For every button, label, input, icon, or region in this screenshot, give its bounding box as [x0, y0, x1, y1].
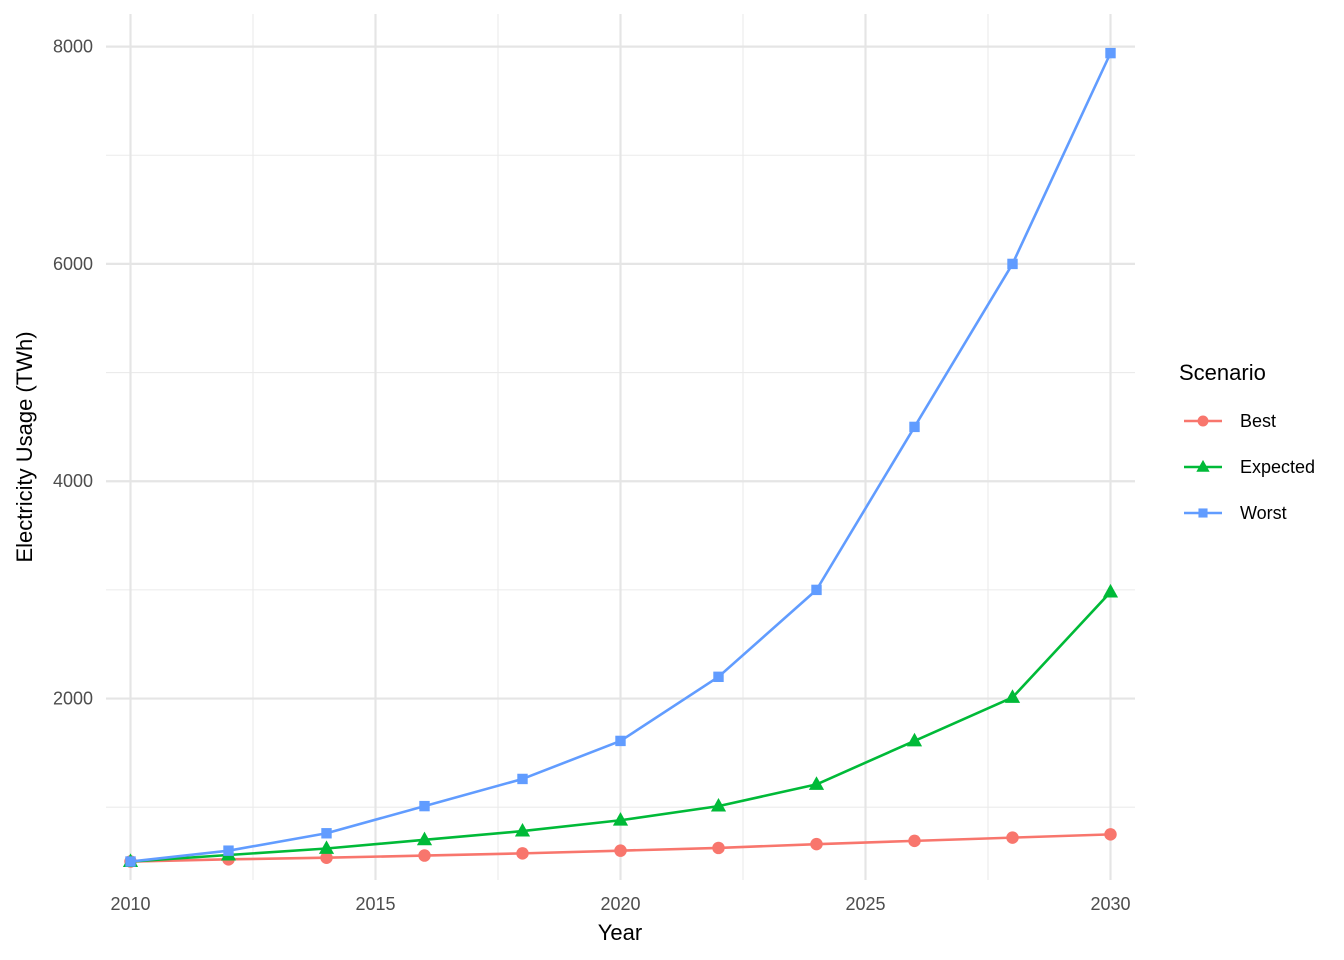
data-point-expected — [1102, 583, 1119, 598]
data-point-worst — [909, 421, 920, 433]
data-point-best — [908, 834, 921, 848]
x-axis-title: Year — [598, 920, 642, 945]
data-point-worst — [1007, 258, 1018, 270]
x-tick-label: 2020 — [600, 894, 640, 914]
legend-item-worst: Worst — [1184, 503, 1287, 523]
y-tick-label: 8000 — [53, 37, 93, 57]
data-point-worst — [1105, 47, 1116, 59]
data-point-best — [516, 847, 529, 860]
data-point-best — [1104, 828, 1117, 841]
legend: Scenario Best Expected Worst — [1179, 360, 1315, 523]
y-axis-ticks: 2000 4000 6000 8000 — [53, 37, 93, 709]
x-axis-ticks: 2010 2015 2020 2025 2030 — [110, 894, 1130, 914]
data-point-expected — [1004, 689, 1021, 703]
data-point-worst — [419, 800, 430, 812]
legend-key-marker — [1197, 415, 1209, 427]
legend-title: Scenario — [1179, 360, 1266, 385]
data-point-expected — [514, 822, 531, 837]
data-point-best — [614, 844, 627, 857]
legend-key-marker — [1198, 508, 1208, 518]
data-point-worst — [517, 773, 528, 785]
series-best — [124, 828, 1117, 868]
y-axis-title: Electricity Usage (TWh) — [12, 331, 37, 562]
x-tick-label: 2015 — [355, 894, 395, 914]
data-point-best — [810, 837, 823, 851]
data-point-expected — [808, 776, 825, 790]
y-tick-label: 6000 — [53, 254, 93, 274]
legend-label: Best — [1240, 411, 1276, 431]
x-tick-label: 2025 — [845, 894, 885, 914]
series-layer — [122, 47, 1119, 868]
legend-item-best: Best — [1184, 411, 1276, 431]
data-point-expected — [906, 732, 923, 747]
y-tick-label: 4000 — [53, 471, 93, 491]
data-point-worst — [223, 845, 234, 856]
data-point-worst — [615, 735, 626, 747]
data-point-worst — [321, 828, 332, 839]
grid — [106, 14, 1135, 880]
data-point-worst — [125, 856, 136, 867]
legend-label: Worst — [1240, 503, 1287, 523]
data-point-best — [418, 849, 431, 862]
data-point-best — [320, 851, 333, 864]
legend-label: Expected — [1240, 457, 1315, 477]
y-tick-label: 2000 — [53, 689, 93, 709]
data-point-worst — [713, 671, 724, 683]
data-point-expected — [612, 812, 629, 826]
legend-item-expected: Expected — [1184, 457, 1315, 477]
data-point-worst — [811, 584, 822, 596]
data-point-expected — [710, 797, 727, 812]
data-point-expected — [416, 831, 433, 846]
x-tick-label: 2010 — [110, 894, 150, 914]
series-worst — [125, 47, 1116, 867]
data-point-best — [1006, 831, 1019, 844]
x-tick-label: 2030 — [1090, 894, 1130, 914]
legend-items: Best Expected Worst — [1184, 411, 1315, 523]
data-point-best — [712, 841, 725, 855]
legend-key-marker — [1196, 459, 1210, 472]
data-point-expected — [318, 840, 335, 854]
